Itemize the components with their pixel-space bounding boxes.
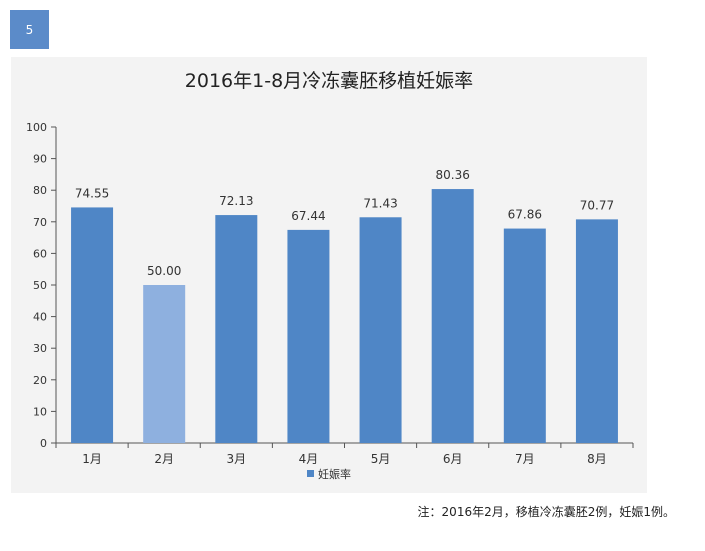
chart-title: 2016年1-8月冷冻囊胚移植妊娠率 <box>185 70 473 92</box>
slide-number-badge: 5 <box>10 10 49 49</box>
y-tick-label: 80 <box>33 184 47 197</box>
x-tick-label: 6月 <box>443 452 463 466</box>
y-tick-label: 70 <box>33 216 47 229</box>
y-tick-label: 10 <box>33 405 47 418</box>
bar <box>215 215 258 443</box>
data-label: 72.13 <box>219 194 253 208</box>
bar <box>143 285 186 443</box>
x-tick-label: 5月 <box>371 452 391 466</box>
x-tick-label: 1月 <box>82 452 102 466</box>
legend-label: 妊娠率 <box>318 467 351 481</box>
data-label: 70.77 <box>580 198 614 212</box>
x-axis: 1月 2月 3月 4月 5月 6月 7月 8月 <box>55 442 634 466</box>
chart-panel: 2016年1-8月冷冻囊胚移植妊娠率 0 10 20 30 40 50 60 70 80 90 10… <box>11 57 647 493</box>
y-tick-label: 40 <box>33 311 47 324</box>
y-tick-label: 100 <box>26 121 47 134</box>
x-tick-label: 7月 <box>515 452 535 466</box>
data-labels: 74.55 50.00 72.13 67.44 71.43 80.36 67.86 70.77 <box>75 168 614 278</box>
x-tick-label: 3月 <box>226 452 246 466</box>
bar <box>71 207 114 443</box>
y-tick-label: 0 <box>40 437 47 450</box>
y-tick-label: 30 <box>33 342 47 355</box>
data-label: 80.36 <box>436 168 470 182</box>
bar <box>359 217 402 443</box>
data-label: 50.00 <box>147 264 181 278</box>
y-tick-label: 50 <box>33 279 47 292</box>
bar-series <box>71 189 618 443</box>
x-tick-label: 4月 <box>299 452 319 466</box>
bar <box>575 219 618 443</box>
bar <box>431 189 474 443</box>
legend-swatch <box>307 470 314 477</box>
y-tick-label: 60 <box>33 247 47 260</box>
data-label: 67.44 <box>291 209 325 223</box>
x-tick-label: 2月 <box>154 452 174 466</box>
y-axis: 0 10 20 30 40 50 60 70 80 90 100 <box>26 121 57 450</box>
bar <box>287 229 330 443</box>
data-label: 74.55 <box>75 186 109 200</box>
y-tick-label: 20 <box>33 374 47 387</box>
legend: 妊娠率 <box>307 467 351 481</box>
bar-chart: 2016年1-8月冷冻囊胚移植妊娠率 0 10 20 30 40 50 60 70 80 90 10… <box>26 70 634 481</box>
data-label: 67.86 <box>508 208 542 222</box>
bar <box>503 228 546 443</box>
footnote: 注：2016年2月，移植冷冻囊胚2例，妊娠1例。 <box>417 505 675 519</box>
x-tick-label: 8月 <box>587 452 607 466</box>
data-label: 71.43 <box>363 196 397 210</box>
y-tick-label: 90 <box>33 153 47 166</box>
